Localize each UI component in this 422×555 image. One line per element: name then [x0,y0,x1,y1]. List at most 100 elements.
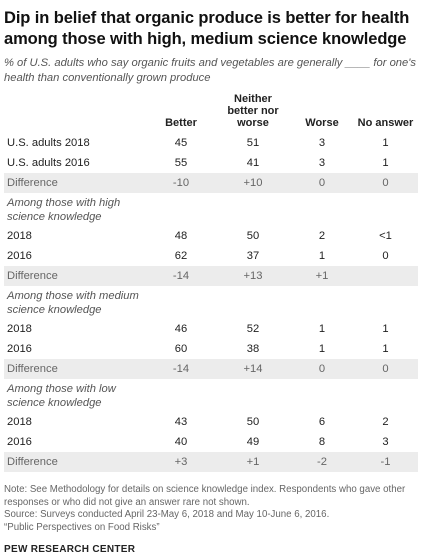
table-row: 2018 48 50 2 <1 [4,226,418,246]
empty-cell [147,193,215,226]
cell-worse: 8 [318,436,326,448]
cell-better: 43 [174,416,188,428]
cell-no-answer: <1 [379,230,392,242]
chart-subtitle: % of U.S. adults who say organic fruits … [4,57,416,84]
chart-container: Dip in belief that organic produce is be… [4,8,418,555]
cell-neither: +13 [215,266,291,286]
section-header-row: Among those with high science knowledge [4,193,418,226]
empty-cell [147,379,215,412]
cell-worse: 1 [318,323,326,335]
pew-credit: PEW RESEARCH CENTER [4,544,136,555]
cell-worse: 0 [291,359,353,379]
empty-cell [215,286,291,319]
row-label: 2016 [7,343,32,355]
row-label: 2016 [7,436,32,448]
column-header-worse: Worse [305,117,339,129]
row-label: 2018 [7,230,32,242]
row-label: Difference [4,173,147,193]
empty-cell [353,193,418,226]
section-label: Among those with low science knowledge [7,383,116,409]
cell-no-answer: 1 [382,343,389,355]
empty-cell [291,193,353,226]
cell-neither: +10 [215,173,291,193]
cell-no-answer: 3 [382,436,389,448]
cell-worse: 2 [318,230,326,242]
footnotes: Note: See Methodology for details on sci… [4,484,418,534]
cell-better: -14 [147,266,215,286]
difference-row: Difference -14 +14 0 0 [4,359,418,379]
cell-better: 60 [174,343,188,355]
cell-no-answer: 0 [353,359,418,379]
cell-no-answer: 1 [382,157,389,169]
cell-worse: 3 [318,137,326,149]
row-label-header [4,93,147,133]
empty-cell [291,379,353,412]
column-header-neither: Neither better nor worse [215,93,291,133]
column-header-no-answer: No answer [357,117,414,129]
row-label: Difference [4,266,147,286]
cell-worse: 6 [318,416,326,428]
empty-cell [215,193,291,226]
cell-better: 45 [174,137,188,149]
cell-neither: 38 [246,343,260,355]
cell-no-answer: 0 [382,250,389,262]
cell-no-answer: 1 [382,137,389,149]
difference-row: Difference +3 +1 -2 -1 [4,452,418,472]
table-row: 2018 43 50 6 2 [4,412,418,432]
cell-worse: +1 [291,266,353,286]
cell-better: -14 [147,359,215,379]
report-title: “Public Perspectives on Food Risks” [4,521,160,533]
row-label: Difference [4,359,147,379]
cell-neither: 41 [246,157,260,169]
cell-neither: 37 [246,250,260,262]
table-row: U.S. adults 2016 55 41 3 1 [4,153,418,173]
table-row: 2018 46 52 1 1 [4,319,418,339]
empty-cell [291,286,353,319]
row-label: U.S. adults 2018 [7,137,90,149]
cell-neither: 52 [246,323,260,335]
cell-worse: 0 [291,173,353,193]
difference-row: Difference -10 +10 0 0 [4,173,418,193]
results-table: Better Neither better nor worse Worse No… [4,93,418,472]
cell-better: +3 [147,452,215,472]
cell-neither: 49 [246,436,260,448]
cell-neither: +1 [215,452,291,472]
cell-neither: +14 [215,359,291,379]
section-header-row: Among those with low science knowledge [4,379,418,412]
cell-worse: 1 [318,250,326,262]
table-row: 2016 60 38 1 1 [4,339,418,359]
cell-neither: 50 [246,416,260,428]
note-text: Note: See Methodology for details on sci… [4,484,406,508]
empty-cell [215,379,291,412]
cell-neither: 50 [246,230,260,242]
column-header-neither-label: Neither better nor worse [227,93,279,129]
chart-title: Dip in belief that organic produce is be… [4,9,410,48]
difference-row: Difference -14 +13 +1 [4,266,418,286]
cell-no-answer: 1 [382,323,389,335]
section-header-row: Among those with medium science knowledg… [4,286,418,319]
section-label: Among those with high science knowledge [7,197,121,223]
source-text: Source: Surveys conducted April 23-May 6… [4,509,330,520]
empty-cell [353,286,418,319]
cell-neither: 51 [246,137,260,149]
cell-better: 48 [174,230,188,242]
cell-better: 40 [174,436,188,448]
cell-worse: 3 [318,157,326,169]
column-header-better: Better [165,117,197,129]
table-row: 2016 40 49 8 3 [4,432,418,452]
cell-worse: 1 [318,343,326,355]
row-label: Difference [4,452,147,472]
empty-cell [147,286,215,319]
cell-no-answer: 2 [382,416,389,428]
table-body: U.S. adults 2018 45 51 3 1 U.S. adults 2016 55… [4,133,418,472]
table-header-row: Better Neither better nor worse Worse No… [4,93,418,133]
row-label: 2018 [7,323,32,335]
row-label: 2016 [7,250,32,262]
cell-no-answer [353,266,418,286]
cell-better: 55 [174,157,188,169]
row-label: 2018 [7,416,32,428]
empty-cell [353,379,418,412]
cell-worse: -2 [291,452,353,472]
row-label: U.S. adults 2016 [7,157,90,169]
cell-better: 62 [174,250,188,262]
